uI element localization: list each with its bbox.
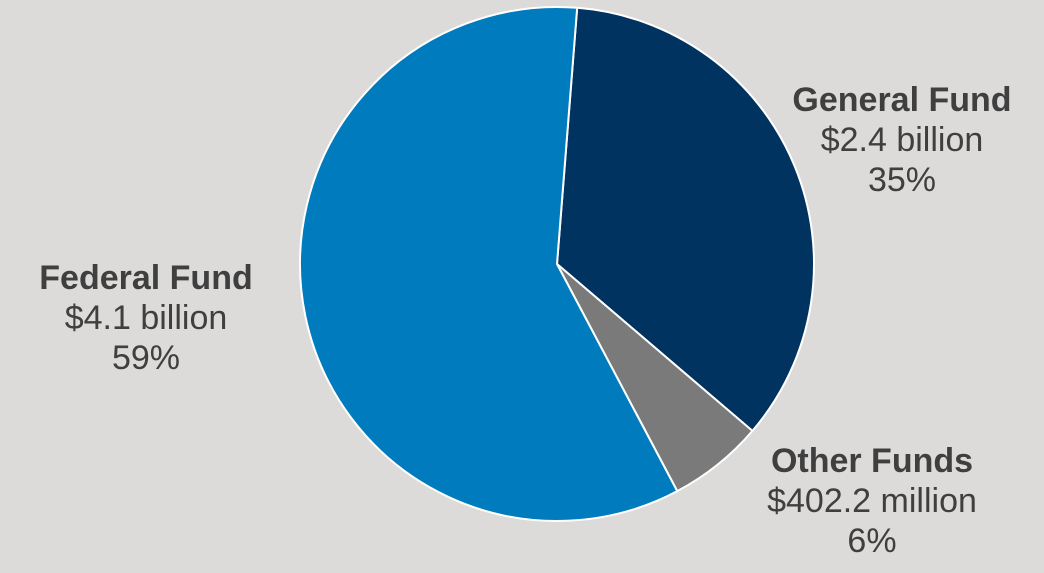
slice-amount-other-funds: $402.2 million <box>767 482 977 520</box>
slice-name-other-funds: Other Funds <box>770 442 974 480</box>
slice-name-federal-fund: Federal Fund <box>39 259 253 297</box>
slice-name-general-fund: General Fund <box>792 81 1012 119</box>
pie-slice-federal-fund <box>299 6 679 522</box>
slice-percent-other-funds: 6% <box>847 522 897 560</box>
slice-label-general-fund: General Fund $2.4 billion 35% <box>762 80 1042 200</box>
slice-label-federal-fund: Federal Fund $4.1 billion 59% <box>0 258 292 378</box>
slice-label-other-funds: Other Funds $402.2 million 6% <box>740 441 1004 561</box>
slice-amount-federal-fund: $4.1 billion <box>64 299 228 337</box>
slice-amount-general-fund: $2.4 billion <box>820 121 984 159</box>
slice-percent-general-fund: 35% <box>867 161 937 199</box>
pie-slices <box>299 6 815 522</box>
slice-percent-federal-fund: 59% <box>111 339 181 377</box>
pie-slice-general-fund <box>556 6 815 432</box>
